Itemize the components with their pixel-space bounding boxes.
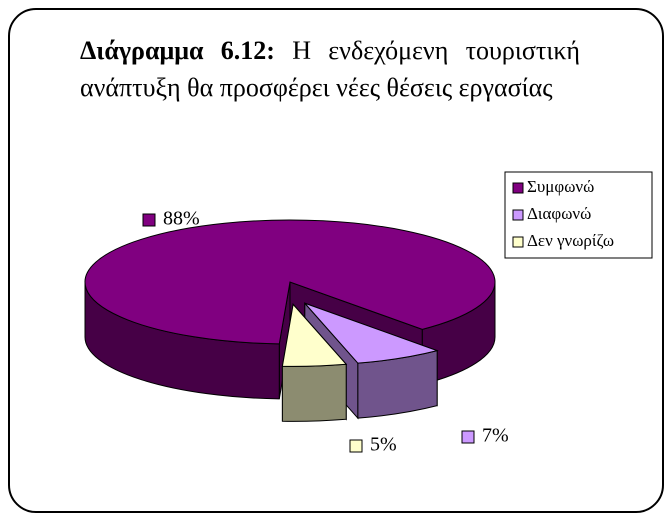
frame <box>8 8 664 513</box>
data-label: 88% <box>163 208 200 230</box>
legend-box <box>504 171 653 259</box>
label-swatch <box>349 439 363 453</box>
title-label: Διάγραμμα 6.12: <box>80 36 275 65</box>
legend-swatch <box>512 236 524 248</box>
chart-title: Διάγραμμα 6.12: Η ενδεχόμενη τουριστική … <box>80 32 580 106</box>
slice-side <box>281 363 347 422</box>
legend-swatch <box>512 182 524 194</box>
legend-label: Διαφωνώ <box>527 204 591 223</box>
slice <box>84 219 496 345</box>
label-swatch <box>142 213 156 227</box>
label-swatch <box>461 430 475 444</box>
slice <box>281 303 348 367</box>
data-label: 7% <box>482 425 509 447</box>
legend-swatch <box>512 209 524 221</box>
legend-label: Δεν γνωρίζω <box>527 231 614 250</box>
data-label: 5% <box>370 434 397 456</box>
slice <box>304 302 439 364</box>
legend-label: Συμφωνώ <box>527 177 594 196</box>
title-text: Η ενδεχόμενη τουριστική ανάπτυξη θα προσ… <box>80 36 581 102</box>
